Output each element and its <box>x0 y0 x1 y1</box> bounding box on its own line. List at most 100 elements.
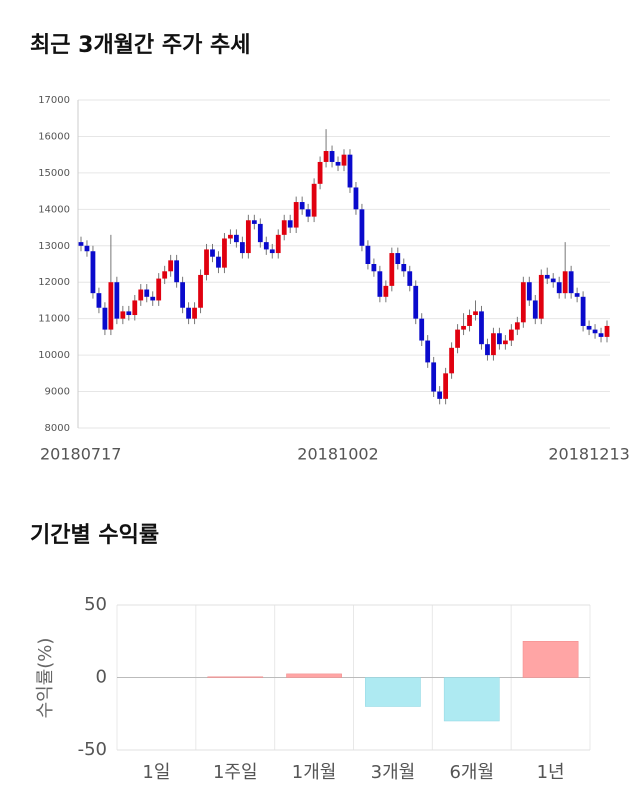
x-tick-label: 20181002 <box>297 445 378 464</box>
candle-body <box>96 293 102 308</box>
candle-body <box>84 245 90 252</box>
candle-body <box>263 242 269 250</box>
candle-body <box>508 329 514 341</box>
y-tick-label: 16000 <box>38 131 70 142</box>
candle-body <box>377 271 383 297</box>
x-tick-label: 3개월 <box>371 762 416 783</box>
candle-body <box>335 161 341 166</box>
candle-body <box>473 311 478 316</box>
candle-body <box>538 274 544 319</box>
candle-body <box>126 311 132 316</box>
candle-body <box>371 264 377 272</box>
candle-body <box>556 282 562 294</box>
x-tick-label: 20181213 <box>548 445 629 464</box>
y-tick-label: 0 <box>96 667 107 688</box>
candle-body <box>461 325 466 330</box>
candle-body <box>413 285 419 319</box>
candle-body <box>323 151 329 162</box>
candle-body <box>108 282 114 330</box>
candle-body <box>431 362 437 392</box>
y-tick-label: 12000 <box>38 277 70 288</box>
candle-body <box>359 209 365 246</box>
candle-body <box>395 253 401 264</box>
candle-body <box>245 220 251 254</box>
candle-body <box>580 296 586 326</box>
y-tick-label: 8000 <box>45 423 70 434</box>
candle-body <box>311 183 317 217</box>
candle-body <box>150 296 156 301</box>
candle-body <box>586 325 592 330</box>
y-tick-label: -50 <box>78 739 107 760</box>
candle-body <box>341 154 347 166</box>
candle-body <box>449 347 454 374</box>
candle-body <box>120 311 126 319</box>
candle-body <box>425 340 431 363</box>
bar <box>522 641 579 678</box>
x-tick-label: 20180717 <box>40 445 121 464</box>
y-tick-label: 14000 <box>38 204 70 215</box>
candle-body <box>401 264 407 272</box>
candle-body <box>299 202 305 210</box>
candle-body <box>347 154 353 188</box>
y-axis-label: 수익률(%) <box>35 638 56 719</box>
candle-body <box>180 282 185 308</box>
candle-body <box>568 271 574 294</box>
x-tick-label: 1년 <box>537 762 565 783</box>
candle-body <box>317 161 323 184</box>
candle-body <box>168 260 174 272</box>
candle-body <box>383 285 389 297</box>
candle-body <box>204 249 209 275</box>
candle-body <box>532 300 538 319</box>
candle-body <box>234 234 239 243</box>
y-tick-label: 50 <box>84 594 107 615</box>
x-tick-label: 1개월 <box>292 762 337 783</box>
x-tick-label: 6개월 <box>449 762 494 783</box>
candle-body <box>443 373 449 399</box>
candle-body <box>251 220 257 224</box>
candle-body <box>198 274 203 308</box>
candle-body <box>156 278 162 301</box>
y-tick-label: 9000 <box>45 387 70 398</box>
candle-body <box>544 274 550 279</box>
candle-body <box>186 307 191 319</box>
candle-body <box>174 260 180 283</box>
candle-body <box>526 282 532 301</box>
candle-body <box>503 340 508 345</box>
candle-body <box>329 151 335 162</box>
candle-body <box>491 333 496 356</box>
candle-body <box>293 202 299 228</box>
candle-body <box>239 242 245 254</box>
candle-body <box>281 220 287 235</box>
candle-body <box>365 245 371 264</box>
x-tick-label: 1주일 <box>213 762 258 783</box>
candle-body <box>592 329 598 334</box>
candle-body <box>437 391 443 399</box>
chart-title: 최근 3개월간 주가 추세 <box>30 33 250 58</box>
candle-body <box>90 251 96 294</box>
candle-body <box>407 271 413 286</box>
candle-body <box>222 238 227 268</box>
candle-body <box>479 311 484 345</box>
candle-body <box>144 289 150 297</box>
candle-body <box>520 282 526 323</box>
candle-body <box>389 253 395 286</box>
candle-body <box>162 271 168 279</box>
y-tick-label: 15000 <box>38 168 70 179</box>
candle-body <box>102 307 108 330</box>
candle-body <box>275 234 281 254</box>
candle-body <box>514 322 520 330</box>
candle-body <box>562 271 568 294</box>
bar <box>286 673 342 678</box>
candle-body <box>269 249 275 254</box>
candle-body <box>78 242 84 246</box>
candle-body <box>353 187 359 210</box>
candle-body <box>132 300 138 316</box>
chart-title: 기간별 수익률 <box>30 523 159 548</box>
candle-body <box>467 315 472 326</box>
candle-body <box>497 333 502 345</box>
candle-body <box>305 209 311 217</box>
candle-body <box>114 282 120 319</box>
y-tick-label: 13000 <box>38 241 70 252</box>
y-tick-label: 11000 <box>38 314 70 325</box>
candle-body <box>192 307 197 319</box>
